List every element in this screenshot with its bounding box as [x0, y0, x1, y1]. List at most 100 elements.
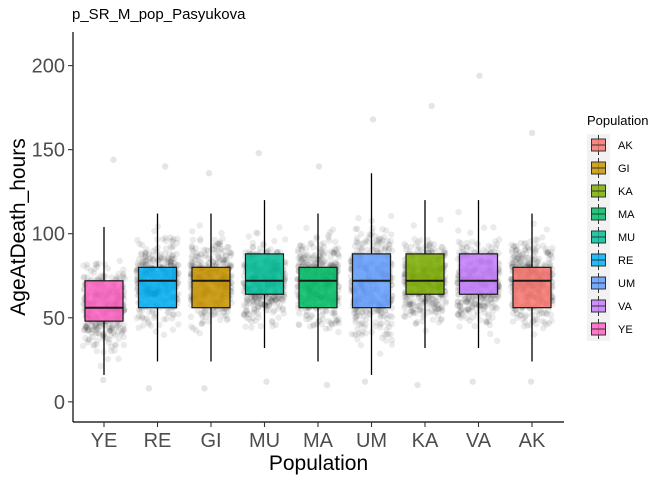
- data-point: [520, 315, 527, 323]
- data-point: [534, 258, 542, 265]
- legend-label: VA: [618, 301, 633, 313]
- data-point: [108, 274, 115, 281]
- data-point: [352, 313, 360, 320]
- data-point: [243, 294, 250, 301]
- data-point: [167, 261, 174, 268]
- data-point: [85, 327, 93, 334]
- data-point: [351, 242, 358, 249]
- data-point: [302, 312, 310, 319]
- data-point: [456, 308, 463, 316]
- data-point: [243, 296, 251, 303]
- data-point: [432, 300, 440, 308]
- data-point: [540, 324, 547, 332]
- data-point: [156, 254, 164, 261]
- data-point: [482, 294, 490, 301]
- data-point: [362, 330, 369, 337]
- data-point: [141, 316, 148, 323]
- data-point: [275, 314, 282, 321]
- data-point: [175, 310, 182, 318]
- data-point: [243, 303, 250, 310]
- data-point: [351, 331, 358, 338]
- data-point: [320, 252, 327, 259]
- data-point: [421, 312, 428, 319]
- data-point: [401, 301, 409, 309]
- data-point: [335, 245, 342, 252]
- data-point: [538, 310, 546, 317]
- data-point: [381, 331, 388, 339]
- data-point: [297, 255, 305, 263]
- data-point: [138, 313, 146, 320]
- data-point: [92, 321, 99, 328]
- data-point: [112, 331, 119, 339]
- data-point: [319, 309, 327, 316]
- data-point: [454, 311, 462, 318]
- data-point: [517, 239, 525, 247]
- data-point: [89, 325, 96, 333]
- box-va: [458, 253, 499, 295]
- data-point: [312, 260, 319, 267]
- data-point: [80, 262, 87, 269]
- data-point: [408, 300, 415, 307]
- data-point: [534, 237, 541, 244]
- data-point: [407, 301, 415, 308]
- data-point: [400, 312, 408, 320]
- data-point: [358, 244, 365, 251]
- data-point: [227, 252, 234, 259]
- legend-label: AK: [618, 140, 633, 152]
- data-point: [369, 243, 376, 250]
- x-tick-label: MU: [249, 430, 280, 452]
- data-point: [246, 311, 253, 318]
- data-point: [541, 260, 548, 268]
- data-point: [468, 304, 476, 311]
- data-point: [108, 322, 116, 330]
- data-point: [119, 272, 127, 279]
- data-point: [168, 244, 176, 251]
- data-point: [303, 224, 310, 232]
- data-point: [382, 307, 389, 314]
- data-point: [311, 261, 318, 268]
- data-point: [276, 295, 283, 302]
- data-point: [438, 243, 445, 251]
- data-point: [463, 243, 471, 251]
- data-point: [151, 312, 159, 320]
- data-point: [483, 294, 490, 301]
- data-point: [157, 251, 164, 258]
- data-point: [388, 336, 396, 344]
- data-point: [150, 248, 157, 255]
- data-point: [438, 306, 446, 313]
- y-tick-label: 100: [32, 224, 65, 246]
- data-point: [310, 322, 317, 329]
- data-point: [108, 326, 116, 333]
- data-point: [438, 308, 446, 315]
- data-point: [370, 308, 378, 315]
- data-point: [526, 246, 533, 253]
- data-point: [197, 259, 205, 266]
- box-ye: [84, 280, 124, 322]
- data-point: [424, 305, 431, 312]
- data-point: [200, 246, 207, 254]
- data-point: [532, 235, 539, 243]
- data-point: [296, 310, 303, 317]
- data-point: [150, 314, 158, 321]
- data-point: [516, 251, 523, 259]
- data-point: [115, 335, 123, 342]
- data-point: [303, 259, 310, 266]
- data-point: [302, 251, 309, 259]
- data-point: [308, 239, 315, 247]
- data-point: [481, 303, 488, 310]
- data-point: [370, 246, 378, 253]
- data-point: [363, 246, 371, 254]
- data-point: [465, 296, 472, 303]
- data-point: [531, 247, 539, 255]
- data-point: [82, 335, 89, 342]
- data-point: [317, 255, 325, 262]
- data-point: [188, 258, 195, 266]
- data-point: [306, 315, 313, 323]
- data-point: [300, 260, 308, 267]
- data-point: [361, 324, 368, 331]
- data-point: [425, 246, 432, 253]
- data-point: [280, 310, 287, 317]
- data-point: [476, 72, 483, 79]
- data-point: [442, 298, 449, 305]
- data-point: [299, 255, 307, 262]
